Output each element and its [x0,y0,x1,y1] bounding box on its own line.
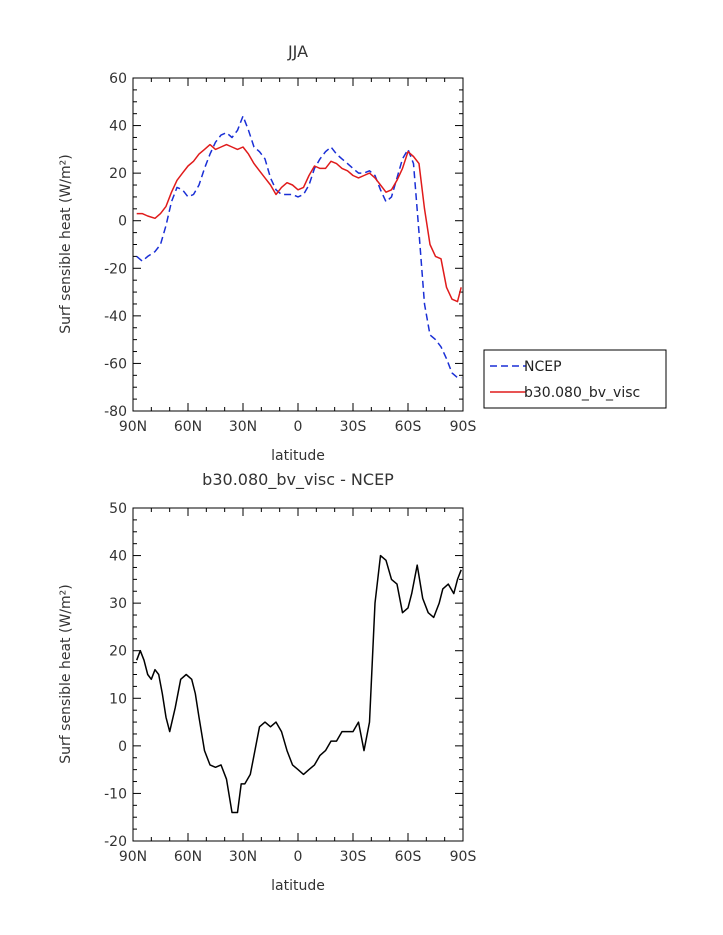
legend-ncep-label: NCEP [524,359,562,375]
chart-bottom-series [135,554,462,814]
chart-top-ytick-label: -60 [104,356,127,372]
chart-top-xtick-label: 0 [294,419,303,435]
chart-bottom-xtick-label: 30S [340,849,367,865]
chart-top-ytick-label: 60 [109,71,127,87]
chart-bottom-ylabel: Surf sensible heat (W/m²) [58,584,74,763]
chart-bottom-frame [132,507,464,842]
chart-bottom-ytick-label: 30 [109,596,127,612]
chart-top-xtick-label: 60S [395,419,422,435]
chart-top-series [136,115,462,379]
chart-bottom-ytick-label: 0 [118,739,127,755]
chart-top-frame [132,77,464,412]
chart-bottom-xtick-label: 90N [119,849,147,865]
chart-top-ylabel: Surf sensible heat (W/m²) [58,154,74,333]
chart-bottom-x-ticks: 90N 60N 30N 0 30S 60S 90S [119,508,477,865]
chart-top-xtick-label: 30S [340,419,367,435]
chart-top-xtick-label: 90N [119,419,147,435]
chart-top-xtick-label: 90S [450,419,477,435]
chart-top-xlabel: latitude [271,448,325,464]
legend: NCEP b30.080_bv_visc [483,349,667,409]
chart-bottom-xtick-label: 60S [395,849,422,865]
chart-top-x-ticks: 90N 60N 30N 0 30S 60S 90S [119,78,477,435]
chart-bottom-series-line-0 [135,554,462,814]
chart-top-ytick-label: 0 [118,214,127,230]
chart-bottom-ytick-label: 40 [109,549,127,565]
chart-bottom-ytick-label: -10 [104,786,127,802]
chart-bottom-xlabel: latitude [271,878,325,894]
chart-top-y-ticks: -80 -60 -40 -20 0 20 40 60 [104,71,463,420]
chart-bottom-xtick-label: 0 [294,849,303,865]
chart-top-ytick-label: 20 [109,166,127,182]
legend-model-label: b30.080_bv_visc [524,385,640,401]
chart-top-ytick-label: 40 [109,119,127,135]
chart-top-xtick-label: 60N [174,419,202,435]
chart-top-series-line-1 [136,143,462,303]
chart-bottom-xtick-label: 60N [174,849,202,865]
chart-bottom-title: b30.080_bv_visc - NCEP [202,470,394,490]
chart-bottom-ytick-label: 10 [109,691,127,707]
chart-top: JJA -80 -60 -40 -20 0 20 40 60 90N 60N 30N 0 30S 60S… [58,42,667,464]
legend-box [483,349,667,409]
chart-top-ytick-label: -40 [104,309,127,325]
chart-bottom-xtick-label: 30N [229,849,257,865]
chart-bottom-ytick-label: -20 [104,834,127,850]
chart-bottom-xtick-label: 90S [450,849,477,865]
chart-top-ytick-label: -80 [104,404,127,420]
chart-bottom-y-ticks: -20 -10 0 10 20 30 40 50 [104,501,463,850]
chart-top-title: JJA [287,42,308,61]
chart-bottom-ytick-label: 20 [109,644,127,660]
chart-top-ytick-label: -20 [104,261,127,277]
chart-bottom-ytick-label: 50 [109,501,127,517]
chart-bottom: b30.080_bv_visc - NCEP -20 -10 0 10 20 30 40 50… [58,470,476,894]
chart-top-xtick-label: 30N [229,419,257,435]
